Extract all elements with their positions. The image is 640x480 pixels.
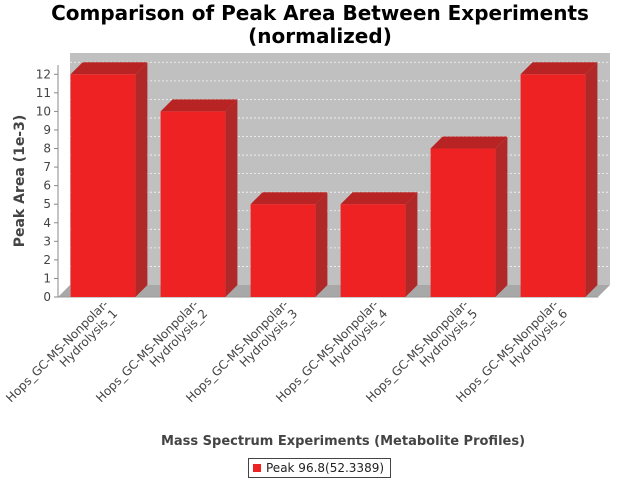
bar-side xyxy=(495,136,508,297)
y-tick-label: 2 xyxy=(43,253,51,267)
y-tick-label: 0 xyxy=(43,290,51,304)
bar-top xyxy=(70,62,148,75)
bar-top xyxy=(340,192,418,205)
y-tick-label: 4 xyxy=(43,216,51,230)
bar-top xyxy=(160,99,238,112)
y-tick-label: 6 xyxy=(43,179,51,193)
y-tick-label: 10 xyxy=(36,104,51,118)
y-tick-label: 11 xyxy=(36,86,51,100)
y-tick-label: 3 xyxy=(43,234,51,248)
x-tick-label-line: Hops_GC-MS-Nonpolar- xyxy=(3,297,111,405)
y-tick-label: 1 xyxy=(43,271,51,285)
y-tick-label: 12 xyxy=(36,67,51,81)
bar-side xyxy=(585,62,598,297)
plot-background xyxy=(70,53,610,285)
legend-label: Peak 96.8(52.3389) xyxy=(266,461,385,475)
bar-side xyxy=(405,192,418,297)
bar xyxy=(70,74,136,297)
bar-side xyxy=(225,99,238,298)
bar xyxy=(160,111,226,298)
bar xyxy=(520,74,586,297)
y-tick-label: 8 xyxy=(43,142,51,156)
legend-swatch xyxy=(253,464,261,472)
y-tick-label: 9 xyxy=(43,123,51,137)
y-tick-label: 7 xyxy=(43,160,51,174)
y-axis-label: Peak Area (1e-3) xyxy=(12,115,28,248)
chart-title-line-1: Comparison of Peak Area Between Experime… xyxy=(51,1,589,25)
bar-top xyxy=(430,136,508,149)
legend: Peak 96.8(52.3389) xyxy=(248,458,392,478)
x-axis-label: Mass Spectrum Experiments (Metabolite Pr… xyxy=(161,434,525,449)
chart-title-line-2: (normalized) xyxy=(248,24,392,48)
bar xyxy=(340,204,406,297)
bar-top xyxy=(250,192,328,205)
chart-title: Comparison of Peak Area Between Experime… xyxy=(0,2,640,48)
bar xyxy=(250,204,316,297)
bar-top xyxy=(520,62,598,75)
bar xyxy=(430,148,496,297)
y-tick-label: 5 xyxy=(43,197,51,211)
bar-side xyxy=(135,62,148,297)
bar-side xyxy=(315,192,328,297)
